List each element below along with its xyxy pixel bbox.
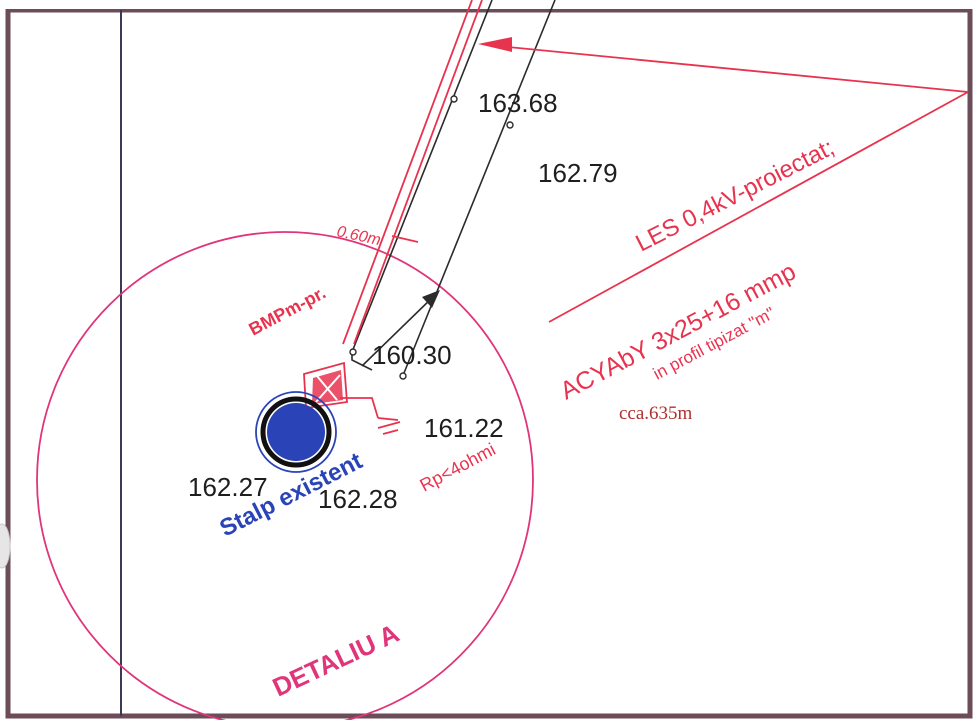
drawing-frame [5, 7, 973, 719]
elev-163-68: 163.68 [478, 88, 558, 118]
elev-160-30: 160.30 [372, 340, 452, 370]
marker-3 [349, 348, 357, 356]
rp-label: Rp<4ohmi [416, 439, 498, 495]
edge-handle[interactable] [0, 523, 11, 569]
cable-markers [349, 95, 514, 380]
dim-tick [391, 235, 419, 243]
proposed-route [342, 0, 969, 345]
cable-line-right [403, 0, 556, 374]
route-line-1 [342, 0, 473, 345]
ground-icon [377, 417, 401, 435]
leader-lower [548, 91, 969, 323]
existing-cable [351, 0, 556, 374]
elev-162-28: 162.28 [318, 484, 398, 514]
cable-label: ACYAbY 3x25+16 mmp [556, 257, 801, 405]
leader-arrow [478, 37, 512, 52]
marker-2 [506, 121, 514, 129]
detail-circle [36, 231, 534, 725]
les-label: LES 0,4kV-proiectat; [631, 134, 838, 257]
elevation-labels: 163.68 162.79 160.30 161.22 162.27 162.2… [188, 88, 618, 514]
existing-pole-icon [255, 391, 337, 473]
elev-162-27: 162.27 [188, 472, 268, 502]
connection-arrow [361, 290, 440, 367]
cable-line-left [351, 0, 493, 353]
marker-1 [450, 95, 458, 103]
marker-4 [399, 372, 407, 380]
elev-161-22: 161.22 [424, 413, 504, 443]
elev-162-79: 162.79 [538, 158, 618, 188]
bmp-label: BMPm-pr. [245, 282, 329, 339]
leader-upper [497, 45, 969, 93]
length-label: cca.635m [619, 403, 693, 424]
offset-label: 0.60m [335, 223, 382, 249]
bmp-box [303, 361, 379, 419]
top-strip [0, 0, 976, 9]
detail-title: DETALIU A [268, 618, 404, 703]
route-line-2 [353, 0, 483, 345]
